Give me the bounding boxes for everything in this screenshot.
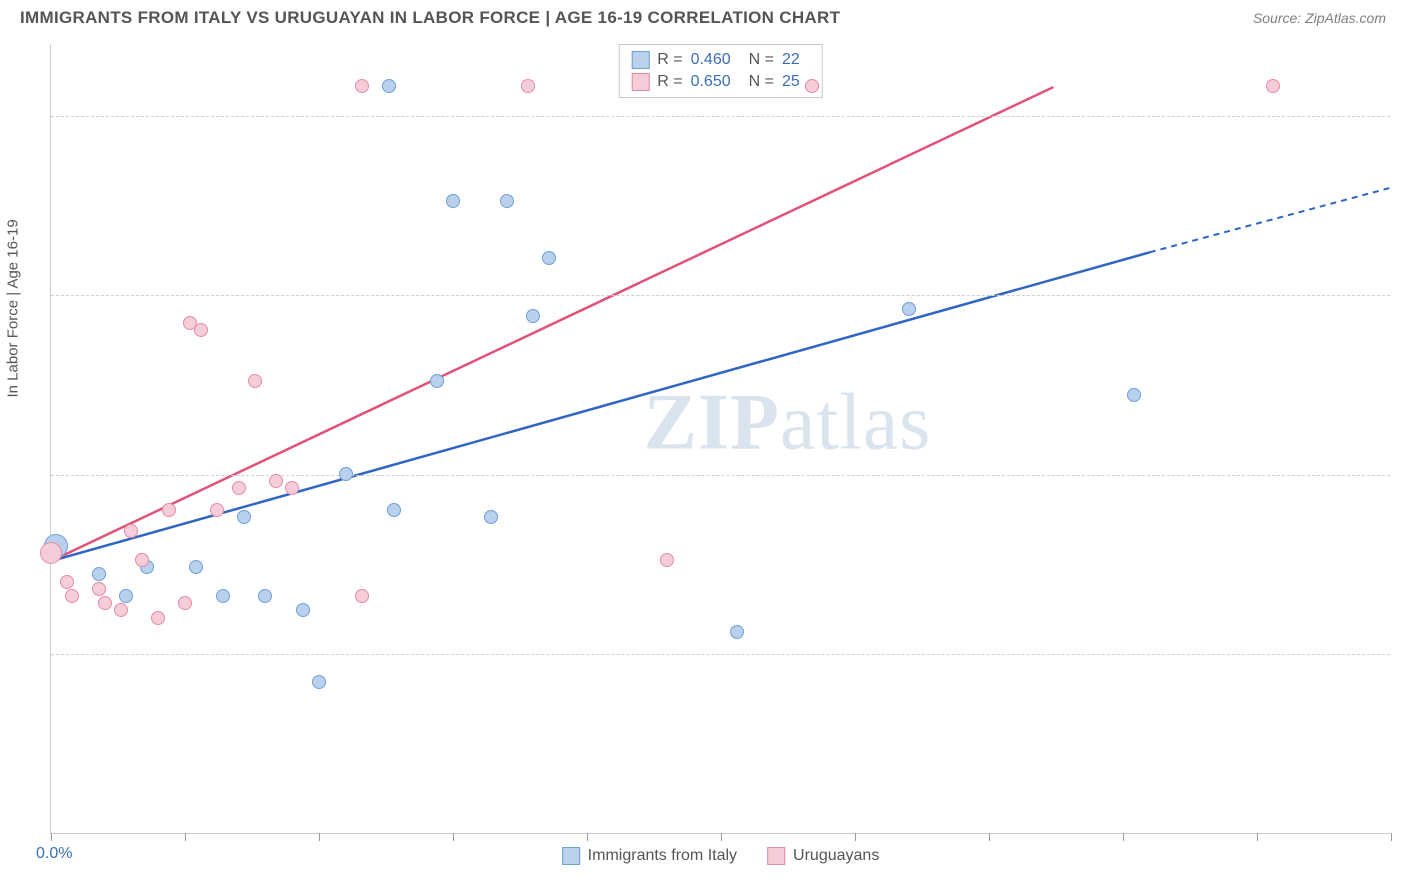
data-point (194, 323, 208, 337)
stat-r-label: R = (657, 51, 682, 69)
chart-header: IMMIGRANTS FROM ITALY VS URUGUAYAN IN LA… (0, 0, 1406, 32)
x-tick (319, 833, 320, 841)
gridline-h (51, 475, 1390, 476)
data-point (114, 603, 128, 617)
data-point (119, 589, 133, 603)
watermark: ZIPatlas (643, 377, 931, 468)
x-tick (587, 833, 588, 841)
x-tick (721, 833, 722, 841)
data-point (542, 251, 556, 265)
data-point (269, 474, 283, 488)
data-point (189, 560, 203, 574)
data-point (237, 510, 251, 524)
legend-item: Immigrants from Italy (562, 847, 737, 865)
data-point (210, 503, 224, 517)
data-point (124, 524, 138, 538)
gridline-h (51, 654, 1390, 655)
data-point (92, 567, 106, 581)
stat-n-value: 22 (782, 51, 800, 69)
chart-container: ZIPatlas In Labor Force | Age 16-19 R =0… (50, 44, 1390, 864)
y-tick-label: 100.0% (1400, 107, 1406, 125)
data-point (382, 79, 396, 93)
data-point (484, 510, 498, 524)
data-point (339, 467, 353, 481)
y-tick-label: 25.0% (1400, 645, 1406, 663)
data-point (40, 542, 62, 564)
data-point (216, 589, 230, 603)
data-point (1127, 388, 1141, 402)
stat-n-value: 25 (782, 73, 800, 91)
stat-n-label: N = (749, 73, 774, 91)
data-point (526, 309, 540, 323)
data-point (1266, 79, 1280, 93)
legend-swatch (631, 51, 649, 69)
data-point (65, 589, 79, 603)
data-point (902, 302, 916, 316)
x-tick (1123, 833, 1124, 841)
legend-swatch (562, 847, 580, 865)
y-tick-label: 75.0% (1400, 286, 1406, 304)
x-tick (855, 833, 856, 841)
data-point (92, 582, 106, 596)
data-point (387, 503, 401, 517)
data-point (178, 596, 192, 610)
data-point (521, 79, 535, 93)
y-axis-label: In Labor Force | Age 16-19 (5, 219, 22, 397)
data-point (248, 374, 262, 388)
legend-label: Uruguayans (793, 847, 879, 865)
chart-title: IMMIGRANTS FROM ITALY VS URUGUAYAN IN LA… (20, 8, 840, 28)
x-tick-origin: 0.0% (36, 845, 72, 863)
data-point (660, 553, 674, 567)
data-point (355, 79, 369, 93)
stats-legend: R = 0.460 N = 22 R = 0.650 N = 25 (618, 44, 823, 98)
stats-legend-row: R = 0.460 N = 22 (631, 49, 810, 71)
trend-line-extrapolated (1150, 188, 1391, 253)
plot-area: ZIPatlas In Labor Force | Age 16-19 R =0… (50, 44, 1390, 834)
data-point (162, 503, 176, 517)
data-point (258, 589, 272, 603)
chart-source: Source: ZipAtlas.com (1253, 10, 1386, 26)
stat-r-value: 0.460 (691, 51, 731, 69)
x-tick (989, 833, 990, 841)
data-point (355, 589, 369, 603)
data-point (312, 675, 326, 689)
data-point (446, 194, 460, 208)
x-tick (453, 833, 454, 841)
gridline-h (51, 116, 1390, 117)
stat-r-label: R = (657, 73, 682, 91)
y-tick-label: 50.0% (1400, 466, 1406, 484)
legend-label: Immigrants from Italy (588, 847, 737, 865)
stat-r-value: 0.650 (691, 73, 731, 91)
data-point (296, 603, 310, 617)
data-point (285, 481, 299, 495)
x-tick (1257, 833, 1258, 841)
x-tick (51, 833, 52, 841)
stats-legend-row: R = 0.650 N = 25 (631, 71, 810, 93)
data-point (232, 481, 246, 495)
x-tick (185, 833, 186, 841)
gridline-h (51, 295, 1390, 296)
data-point (430, 374, 444, 388)
legend-item: Uruguayans (767, 847, 879, 865)
series-legend: Immigrants from Italy Uruguayans (562, 847, 880, 865)
trend-lines-layer (51, 44, 1391, 834)
data-point (98, 596, 112, 610)
data-point (60, 575, 74, 589)
legend-swatch (767, 847, 785, 865)
legend-swatch (631, 73, 649, 91)
data-point (805, 79, 819, 93)
stat-n-label: N = (749, 51, 774, 69)
data-point (730, 625, 744, 639)
x-tick (1391, 833, 1392, 841)
data-point (135, 553, 149, 567)
data-point (500, 194, 514, 208)
data-point (151, 611, 165, 625)
